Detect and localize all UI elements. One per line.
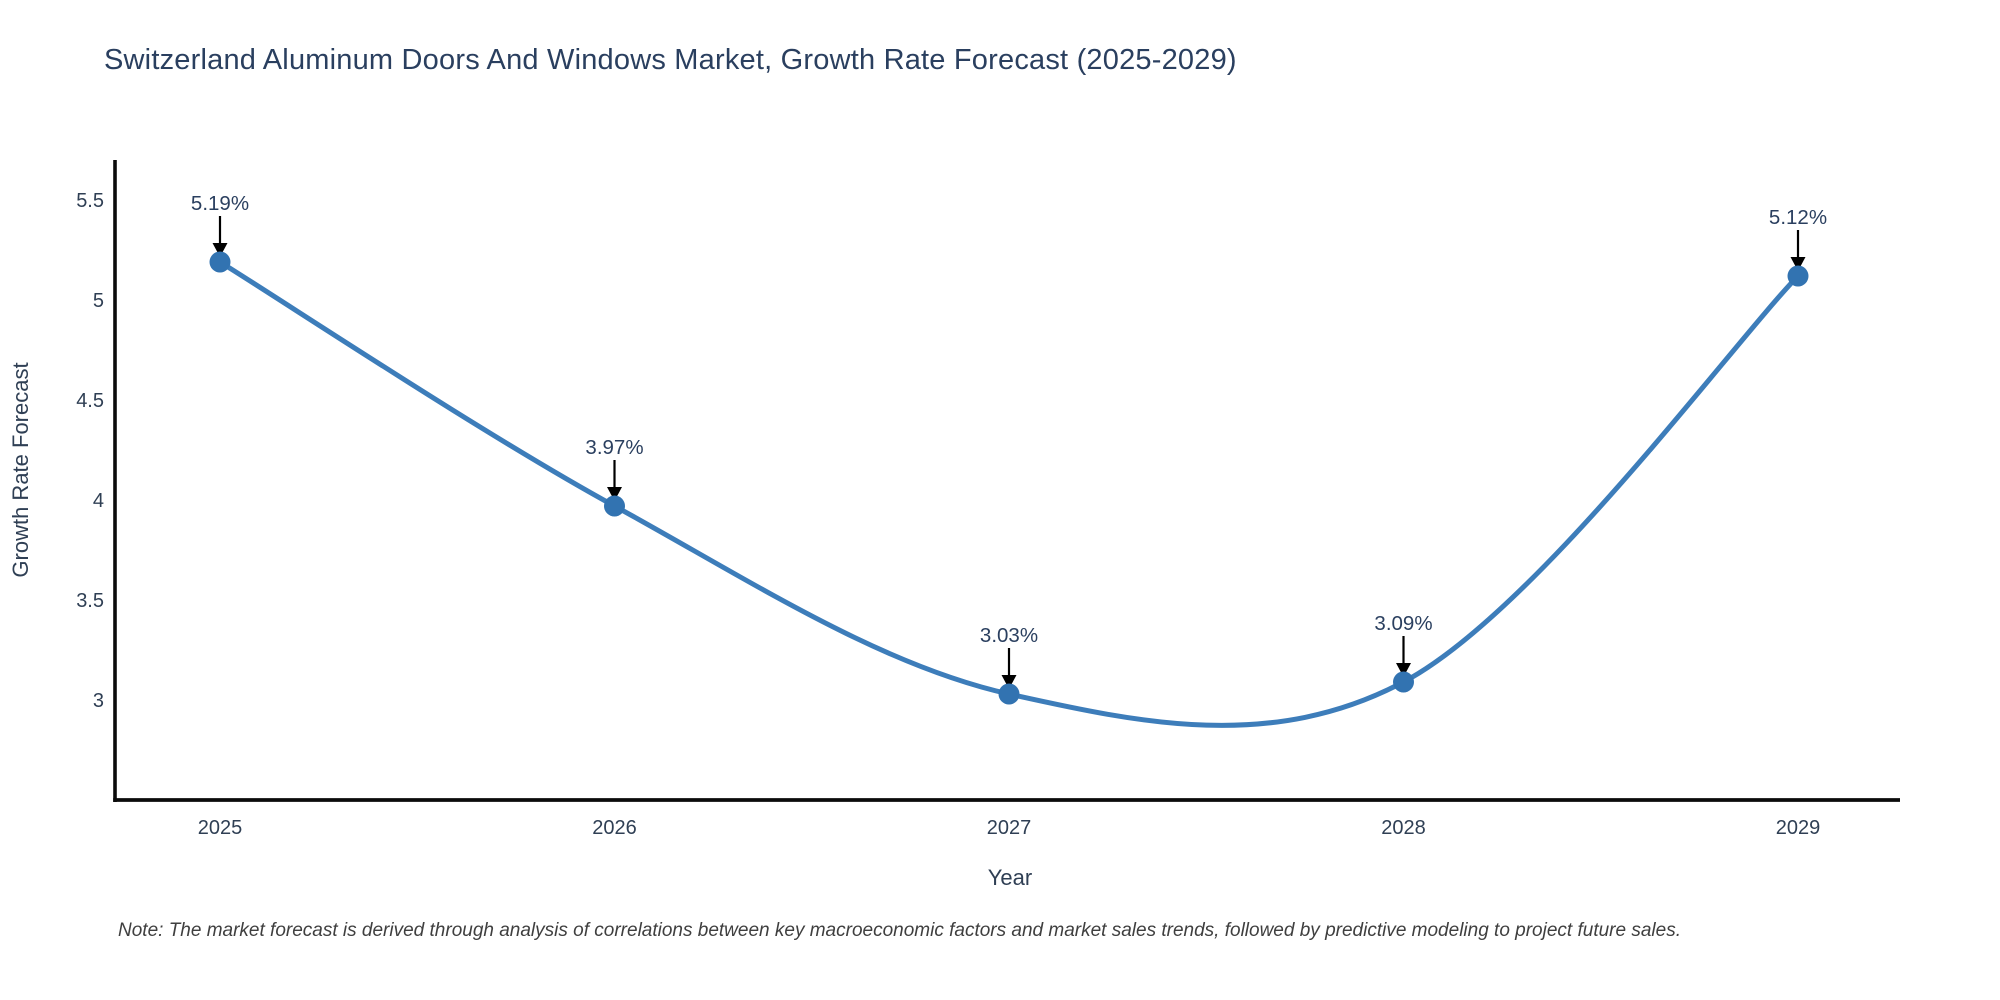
y-tick-label: 5.5	[76, 190, 104, 212]
chart-title: Switzerland Aluminum Doors And Windows M…	[104, 44, 1237, 76]
data-point-marker	[209, 251, 231, 273]
y-tick-label: 3	[93, 690, 104, 712]
annotation-arrowhead	[1396, 663, 1411, 677]
x-tick-label: 2029	[1776, 817, 1821, 839]
x-tick-label: 2026	[592, 817, 637, 839]
x-tick-label: 2025	[198, 817, 243, 839]
annotation-label: 3.97%	[585, 436, 643, 459]
data-point-marker	[1787, 265, 1809, 287]
y-tick-label: 4	[93, 490, 104, 512]
x-tick-label: 2028	[1381, 817, 1426, 839]
data-point-marker	[604, 495, 625, 517]
x-axis-title: Year	[988, 865, 1032, 890]
y-axis-title: Growth Rate Forecast	[8, 362, 33, 577]
data-point-marker	[1393, 671, 1414, 693]
annotation-label: 3.03%	[980, 624, 1038, 647]
annotation-label: 3.09%	[1374, 612, 1432, 635]
annotation-label: 5.19%	[191, 192, 249, 215]
y-tick-label: 3.5	[76, 590, 104, 612]
y-tick-label: 4.5	[76, 390, 104, 412]
annotation-label: 5.12%	[1769, 206, 1827, 229]
data-point-marker	[998, 683, 1020, 705]
footnote: Note: The market forecast is derived thr…	[118, 920, 1681, 941]
annotation-arrowhead	[212, 243, 228, 257]
annotation-arrowhead	[607, 487, 622, 501]
y-tick-label: 5	[93, 290, 104, 312]
x-tick-label: 2027	[987, 817, 1032, 839]
annotation-arrowhead	[1001, 675, 1017, 689]
annotation-arrowhead	[1790, 257, 1806, 271]
